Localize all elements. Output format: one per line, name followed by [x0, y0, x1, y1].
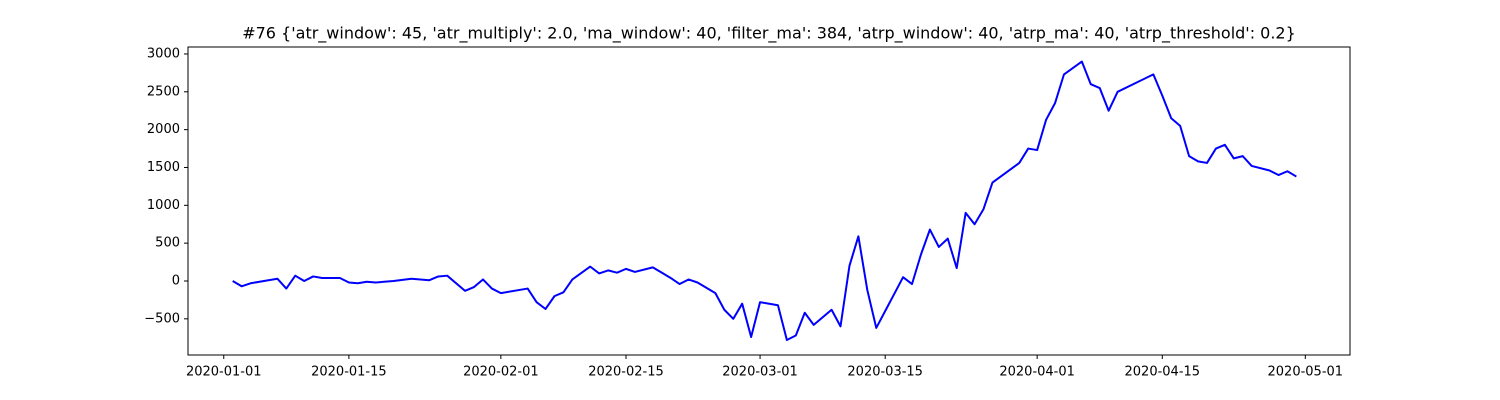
y-tick-label: 2000	[147, 122, 180, 137]
y-tick-label: 3000	[147, 46, 180, 61]
x-tick-label: 2020-05-01	[1268, 365, 1344, 380]
chart-title: #76 {'atr_window': 45, 'atr_multiply': 2…	[242, 24, 1296, 44]
x-tick-label: 2020-03-15	[847, 365, 923, 380]
line-series	[232, 60, 1297, 342]
y-tick-label: 1000	[147, 198, 180, 213]
x-tick-label: 2020-04-01	[999, 365, 1075, 380]
x-tick-label: 2020-02-01	[463, 365, 539, 380]
y-tick-label: 2500	[147, 84, 180, 99]
x-tick-label: 2020-01-01	[186, 365, 262, 380]
y-tick-label: 0	[172, 273, 180, 288]
y-tick-label: −500	[144, 311, 180, 326]
plot-frame	[187, 46, 1351, 356]
x-tick-label: 2020-03-01	[722, 365, 798, 380]
x-tick-label: 2020-02-15	[588, 365, 664, 380]
x-tick-label: 2020-04-15	[1125, 365, 1201, 380]
y-tick-label: 1500	[147, 160, 180, 175]
y-tick-label: 500	[155, 236, 180, 251]
x-tick-label: 2020-01-15	[311, 365, 387, 380]
